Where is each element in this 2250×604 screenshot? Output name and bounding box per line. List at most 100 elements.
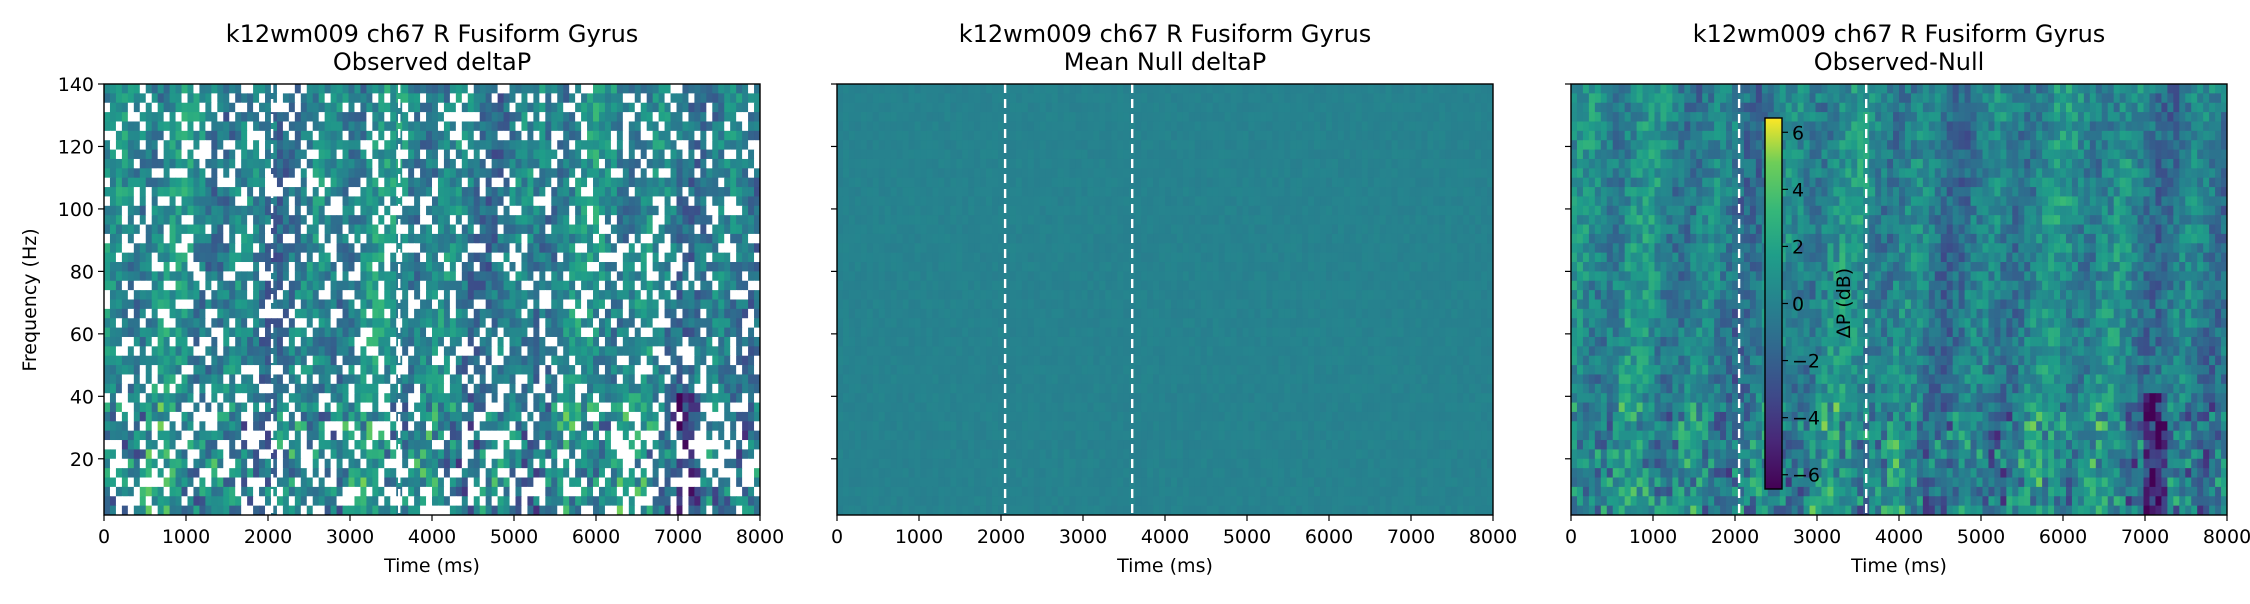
heatmap-cell	[694, 486, 701, 497]
heatmap-cell	[121, 430, 129, 441]
heatmap-cell	[676, 177, 684, 188]
heatmap-cell	[604, 393, 612, 404]
masked-cell	[712, 440, 719, 451]
heatmap-cell	[718, 187, 725, 198]
heatmap-cell	[527, 308, 534, 319]
heatmap-cell	[652, 149, 660, 160]
masked-cell	[402, 355, 409, 366]
heatmap-cell	[270, 243, 278, 254]
heatmap-cell	[163, 177, 171, 188]
heatmap-cell	[282, 205, 290, 216]
masked-cell	[724, 233, 731, 244]
heatmap-cell	[509, 130, 517, 141]
heatmap-cell	[205, 402, 212, 413]
heatmap-cell	[634, 140, 642, 151]
heatmap-cell	[539, 411, 546, 422]
heatmap-cell	[288, 327, 296, 338]
masked-cell	[288, 130, 296, 141]
masked-cell	[455, 496, 463, 507]
masked-cell	[563, 477, 570, 488]
heatmap-cell	[443, 196, 451, 207]
masked-cell	[187, 402, 195, 413]
heatmap-cell	[467, 280, 475, 291]
heatmap-cell	[754, 168, 760, 179]
heatmap-cell	[181, 383, 189, 394]
heatmap-cell	[372, 149, 379, 160]
masked-cell	[330, 458, 338, 469]
masked-cell	[437, 440, 445, 451]
heatmap-cell	[712, 93, 719, 104]
heatmap-cell	[288, 374, 296, 385]
heatmap-cell	[312, 280, 320, 291]
masked-cell	[127, 421, 135, 432]
heatmap-cell	[497, 365, 505, 376]
heatmap-cell	[223, 411, 230, 422]
masked-cell	[533, 130, 540, 141]
heatmap-cell	[521, 168, 529, 179]
masked-cell	[306, 121, 314, 132]
heatmap-cell	[205, 215, 212, 226]
masked-cell	[748, 84, 755, 94]
masked-cell	[634, 365, 642, 376]
heatmap-cell	[473, 168, 481, 179]
heatmap-cell	[569, 477, 576, 488]
heatmap-cell	[270, 383, 278, 394]
heatmap-cell	[575, 215, 582, 226]
heatmap-cell	[366, 93, 373, 104]
heatmap-cell	[402, 402, 409, 413]
heatmap-cell	[497, 496, 505, 507]
heatmap-cell	[205, 486, 212, 497]
heatmap-cell	[109, 346, 117, 357]
heatmap-cell	[169, 496, 177, 507]
masked-cell	[288, 271, 296, 282]
heatmap-cell	[378, 196, 385, 207]
masked-cell	[461, 458, 469, 469]
masked-cell	[378, 393, 385, 404]
masked-cell	[336, 308, 344, 319]
heatmap-cell	[342, 505, 350, 515]
heatmap-cell	[432, 112, 439, 123]
heatmap-cell	[593, 252, 600, 263]
masked-cell	[372, 421, 379, 432]
masked-cell	[598, 252, 606, 263]
masked-cell	[312, 505, 320, 515]
heatmap-cell	[312, 140, 320, 151]
heatmap-cell	[378, 102, 385, 113]
heatmap-cell	[324, 299, 332, 310]
heatmap-cell	[330, 336, 338, 347]
heatmap-cell	[217, 355, 224, 366]
heatmap-cell	[294, 280, 302, 291]
masked-cell	[455, 262, 463, 272]
heatmap-cell	[616, 112, 624, 123]
heatmap-cell	[139, 290, 147, 301]
heatmap-cell	[730, 393, 737, 404]
masked-cell	[396, 496, 403, 507]
heatmap-cell	[378, 271, 385, 282]
heatmap-cell	[754, 477, 760, 488]
heatmap-cell	[527, 477, 534, 488]
heatmap-cell	[742, 84, 749, 94]
heatmap-cell	[455, 355, 463, 366]
heatmap-cell	[432, 449, 439, 460]
heatmap-cell	[229, 149, 236, 160]
masked-cell	[426, 327, 433, 338]
heatmap-cell	[253, 505, 260, 515]
masked-cell	[253, 440, 260, 451]
heatmap-cell	[503, 149, 511, 160]
heatmap-cell	[109, 149, 117, 160]
heatmap-cell	[109, 158, 117, 169]
heatmap-cell	[598, 393, 606, 404]
heatmap-cell	[229, 308, 236, 319]
heatmap-cell	[557, 280, 564, 291]
heatmap-cell	[420, 411, 427, 422]
heatmap-cell	[366, 262, 373, 272]
heatmap-cell	[342, 140, 350, 151]
heatmap-cell	[151, 121, 159, 132]
heatmap-cell	[211, 187, 218, 198]
masked-cell	[742, 290, 749, 301]
heatmap-cell	[414, 449, 421, 460]
heatmap-cell	[187, 205, 195, 216]
heatmap-cell	[485, 243, 493, 254]
heatmap-cell	[551, 477, 558, 488]
masked-cell	[473, 374, 481, 385]
